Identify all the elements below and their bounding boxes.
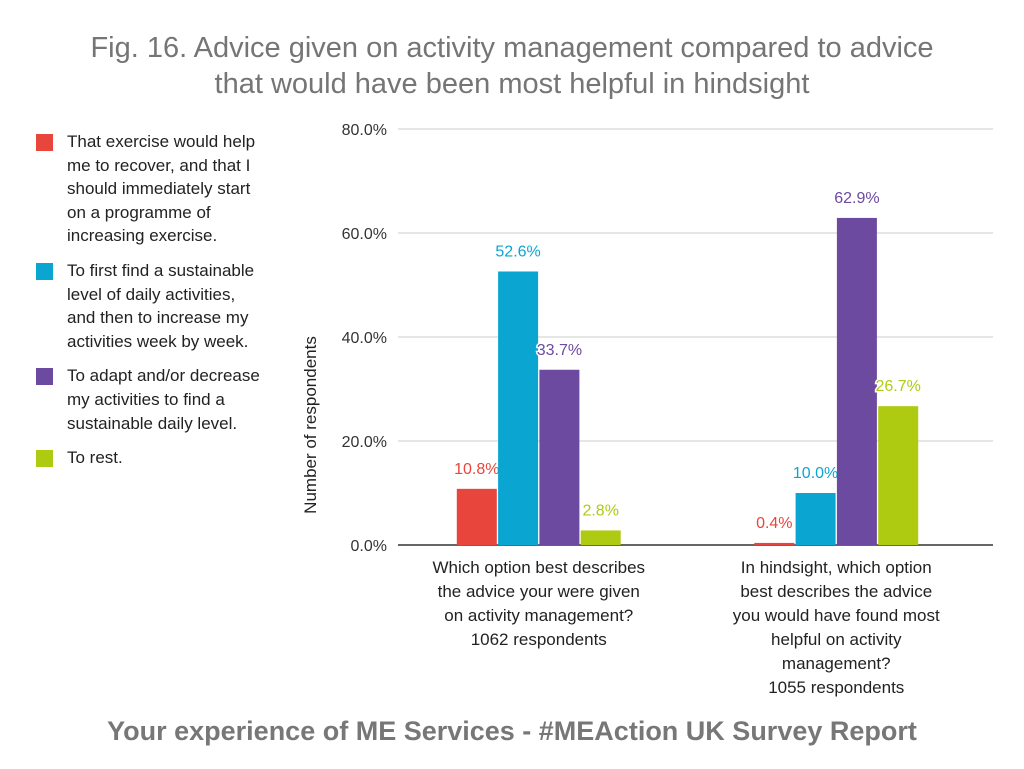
x-category-label: you would have found most [733, 606, 940, 625]
bar [457, 489, 497, 545]
bar [837, 218, 877, 545]
bar [581, 530, 621, 545]
y-tick-label: 20.0% [342, 434, 387, 451]
data-label: 0.4% [756, 515, 792, 532]
data-label: 10.8% [454, 461, 499, 478]
bar [539, 370, 579, 545]
bar-chart: 0.0% 20.0% 40.0% 60.0% 80.0% Number of respon… [0, 0, 1024, 769]
data-label: 2.8% [582, 502, 618, 519]
y-axis-label: Number of respondents [301, 336, 320, 514]
y-tick-label: 80.0% [342, 122, 387, 139]
bar [498, 271, 538, 545]
data-label: 52.6% [495, 243, 540, 260]
bar [754, 543, 794, 545]
y-tick-label: 40.0% [342, 330, 387, 347]
x-category-label: management? [782, 654, 891, 673]
x-category-label: the advice your were given [438, 582, 640, 601]
x-category-label: Which option best describes [432, 558, 645, 577]
x-category-label: 1062 respondents [471, 630, 607, 649]
report-footer: Your experience of ME Services - #MEActi… [0, 716, 1024, 747]
x-category-label: best describes the advice [740, 582, 932, 601]
x-category-label: helpful on activity [771, 630, 902, 649]
data-label: 10.0% [793, 465, 838, 482]
y-tick-label: 60.0% [342, 226, 387, 243]
x-category-label: on activity management? [444, 606, 633, 625]
data-label: 62.9% [834, 190, 879, 207]
bar [796, 493, 836, 545]
bar [878, 406, 918, 545]
data-label: 26.7% [876, 378, 921, 395]
x-category-label: In hindsight, which option [741, 558, 932, 577]
y-tick-label: 0.0% [351, 538, 387, 555]
x-category-label: 1055 respondents [768, 678, 904, 697]
data-label: 33.7% [537, 342, 582, 359]
